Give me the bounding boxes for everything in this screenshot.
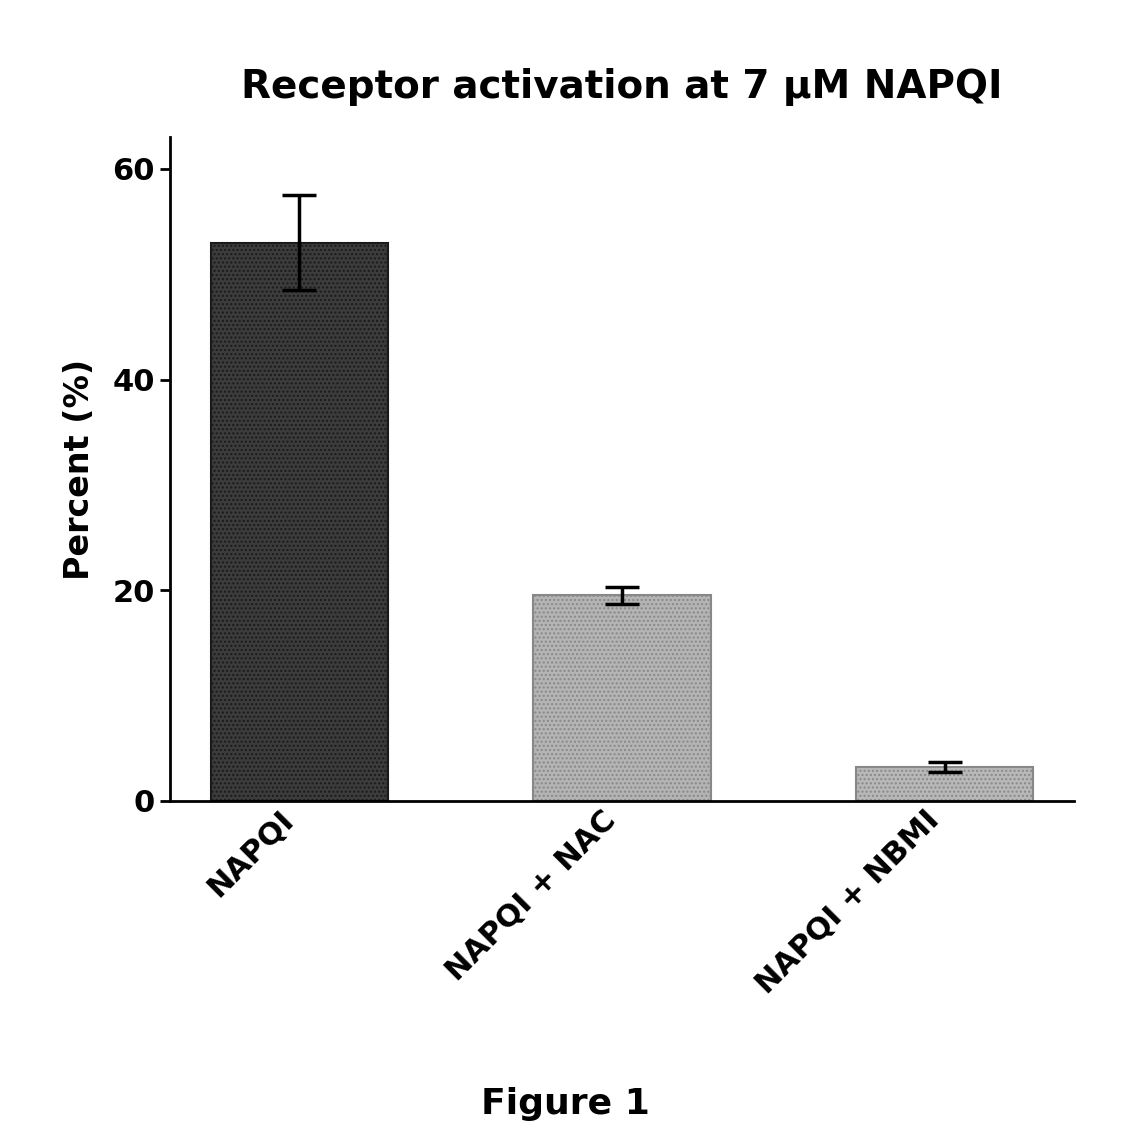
Y-axis label: Percent (%): Percent (%) [63,358,96,580]
Bar [534,595,710,801]
Text: Figure 1: Figure 1 [481,1087,650,1121]
Bar [210,243,388,801]
Bar [856,768,1034,801]
Title: Receptor activation at 7 μM NAPQI: Receptor activation at 7 μM NAPQI [241,69,1003,106]
